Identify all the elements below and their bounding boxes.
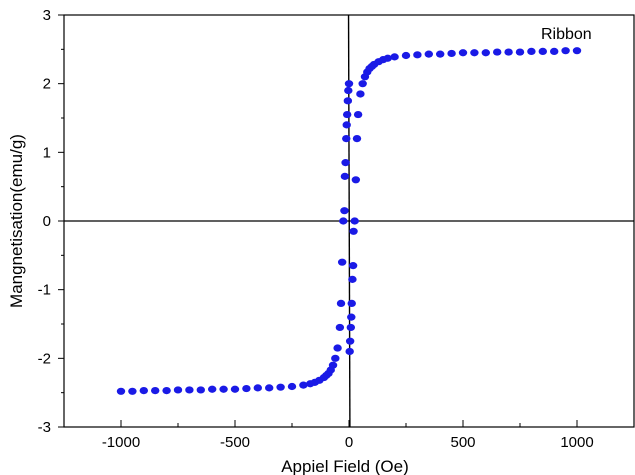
- data-point: [276, 384, 284, 391]
- y-tick-label: -3: [38, 419, 51, 436]
- data-point: [402, 52, 410, 59]
- data-point: [231, 386, 239, 393]
- data-point: [343, 111, 351, 118]
- data-point: [351, 217, 359, 224]
- data-point: [185, 386, 193, 393]
- data-point: [354, 111, 362, 118]
- data-point: [331, 355, 339, 362]
- legend-entry-ribbon: Ribbon: [541, 26, 592, 43]
- data-point: [539, 48, 547, 55]
- data-point: [341, 173, 349, 180]
- data-point: [162, 387, 170, 394]
- x-tick-label: 0: [345, 434, 353, 451]
- y-tick-label: -1: [38, 282, 51, 299]
- data-point: [425, 51, 433, 58]
- data-point: [358, 80, 366, 87]
- data-point: [336, 324, 344, 331]
- data-point: [352, 176, 360, 183]
- data-point: [208, 386, 216, 393]
- data-point: [140, 387, 148, 394]
- data-point: [339, 217, 347, 224]
- y-tick-label: 0: [43, 213, 51, 230]
- x-tick-label: 500: [450, 434, 475, 451]
- data-point: [447, 50, 455, 57]
- data-point: [338, 259, 346, 266]
- data-point: [561, 47, 569, 54]
- data-point: [340, 207, 348, 214]
- x-tick-label: 1000: [560, 434, 593, 451]
- y-axis-ticks: -3 -2 -1 0 1 2 3: [38, 7, 64, 436]
- data-point: [413, 51, 421, 58]
- data-point: [504, 48, 512, 55]
- data-point: [242, 385, 250, 392]
- data-point: [390, 53, 398, 60]
- data-point: [349, 228, 357, 235]
- data-point: [344, 87, 352, 94]
- data-point: [482, 49, 490, 56]
- data-point: [333, 344, 341, 351]
- x-tick-label: -500: [220, 434, 250, 451]
- data-point: [573, 47, 581, 54]
- data-point: [341, 159, 349, 166]
- data-point: [470, 49, 478, 56]
- data-point: [353, 135, 361, 142]
- data-point: [349, 262, 357, 269]
- data-point: [345, 348, 353, 355]
- y-tick-label: 1: [43, 144, 51, 161]
- data-point: [174, 386, 182, 393]
- data-point: [459, 49, 467, 56]
- data-point: [219, 386, 227, 393]
- x-tick-label: -1000: [102, 434, 140, 451]
- data-point: [343, 121, 351, 128]
- data-point: [329, 362, 337, 369]
- data-point: [436, 51, 444, 58]
- data-point: [356, 90, 364, 97]
- data-point: [527, 48, 535, 55]
- data-point: [128, 388, 136, 395]
- data-point: [337, 300, 345, 307]
- data-point: [493, 48, 501, 55]
- data-point: [346, 338, 354, 345]
- data-point: [288, 383, 296, 390]
- x-axis-ticks: -1000 -500 0 500 1000: [64, 420, 634, 451]
- data-point: [151, 387, 159, 394]
- data-point: [254, 384, 262, 391]
- y-tick-label: -2: [38, 350, 51, 367]
- data-point: [347, 314, 355, 321]
- data-point: [265, 384, 273, 391]
- x-axis-title: Appiel Field (Oe): [281, 457, 409, 475]
- y-tick-label: 3: [43, 7, 51, 24]
- data-point: [348, 300, 356, 307]
- data-point: [117, 388, 125, 395]
- data-point: [347, 324, 355, 331]
- data-point: [197, 386, 205, 393]
- data-point: [344, 97, 352, 104]
- y-tick-label: 2: [43, 76, 51, 93]
- y-axis-title: Mangnetisation(emu/g): [7, 134, 26, 308]
- data-point: [342, 135, 350, 142]
- zero-vertical-line: [349, 15, 350, 427]
- data-point: [348, 276, 356, 283]
- data-point: [550, 48, 558, 55]
- data-point: [516, 48, 524, 55]
- data-point: [345, 80, 353, 87]
